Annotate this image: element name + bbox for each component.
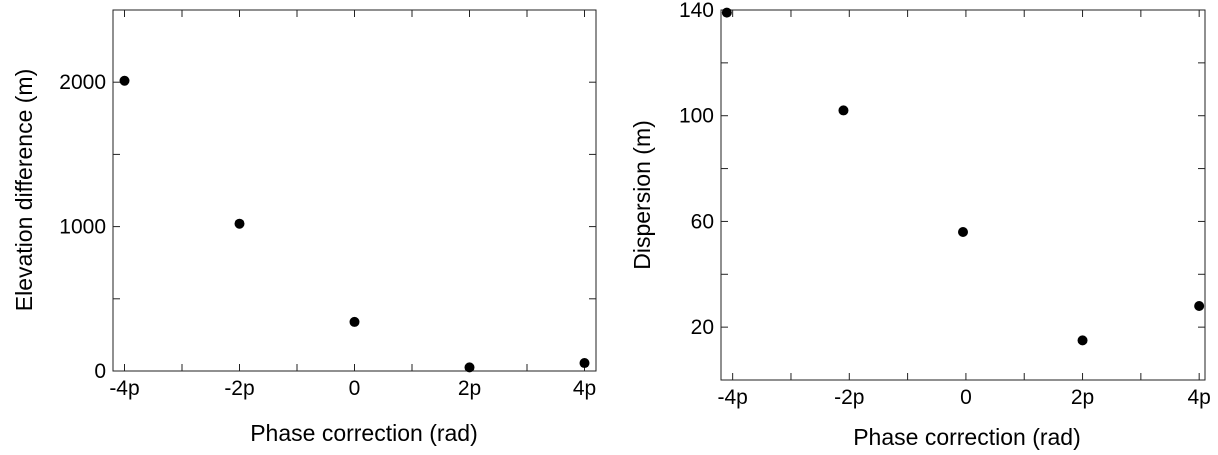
y-tick-label: 100	[679, 105, 714, 128]
data-point	[1077, 335, 1088, 346]
data-point	[464, 362, 475, 373]
x-tick-label: 4p	[573, 377, 596, 400]
y-axis-title: Elevation difference (m)	[11, 69, 37, 311]
x-tick-label: 2p	[1071, 386, 1094, 409]
data-point	[119, 75, 130, 86]
y-tick-label: 1000	[59, 216, 106, 239]
x-tick-label: -2p	[224, 377, 254, 400]
data-point	[1194, 301, 1205, 311]
elevation-difference-chart: -4p -2p 0 2p 4p 0 1000 2000 Phase correction (ra…	[11, 9, 597, 446]
x-tick-label: -4p	[717, 386, 747, 409]
data-point	[721, 7, 732, 18]
x-axis-title: Phase correction (rad)	[853, 424, 1081, 450]
data-point	[234, 218, 245, 229]
y-tick-label: 20	[691, 316, 714, 339]
y-tick-label: 2000	[59, 71, 106, 94]
x-tick-label: 0	[349, 377, 361, 400]
dispersion-chart: -4p -2p 0 2p 4p 20 60 100 140 Phase correction (r…	[629, 0, 1211, 450]
x-tick-label: 2p	[458, 377, 481, 400]
data-point	[838, 105, 849, 116]
y-tick-label: 140	[679, 0, 714, 22]
x-tick-label: -4p	[109, 377, 139, 400]
x-axis-title: Phase correction (rad)	[250, 420, 478, 446]
data-point	[349, 316, 360, 327]
x-tick-label: 0	[960, 386, 972, 409]
x-tick-label: 4p	[1187, 386, 1210, 409]
data-point	[579, 358, 590, 369]
y-tick-label: 60	[691, 210, 714, 233]
plot-frame	[720, 9, 1206, 381]
y-tick-label: 0	[94, 360, 106, 383]
y-axis-title: Dispersion (m)	[629, 120, 655, 270]
plot-frame	[112, 9, 597, 372]
data-point	[958, 227, 968, 237]
x-tick-label: -2p	[834, 386, 864, 409]
